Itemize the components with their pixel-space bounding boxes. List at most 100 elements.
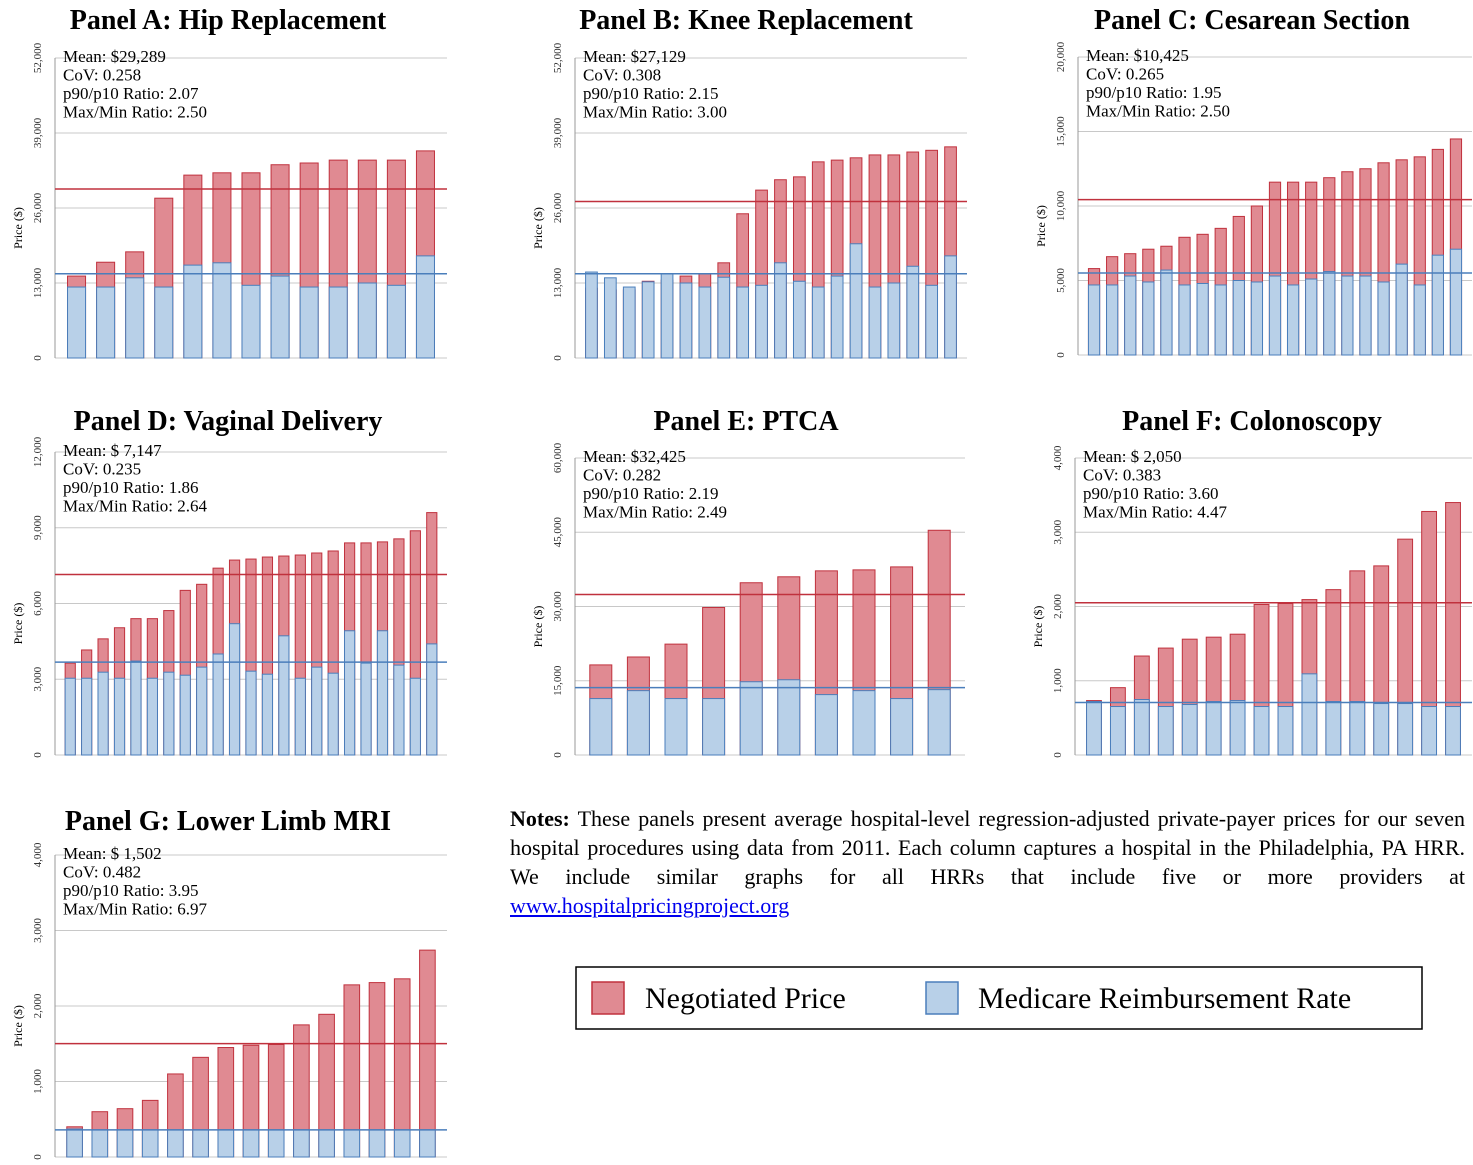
bar: [376, 630, 389, 756]
y-tick-label: 0: [552, 355, 564, 361]
bar: [1377, 281, 1390, 356]
bar: [130, 660, 142, 756]
y-tick-label: 12,000: [32, 436, 44, 467]
y-tick-label: 0: [32, 355, 44, 361]
bar: [1421, 706, 1438, 756]
bar: [64, 677, 76, 756]
y-tick-label: 5,000: [1055, 268, 1067, 293]
notes-link[interactable]: www.hospitalpricingproject.org: [510, 893, 790, 918]
y-tick-label: 10,000: [1055, 190, 1067, 221]
bar: [1359, 275, 1372, 356]
y-tick-label: 2,000: [1052, 594, 1064, 619]
bar: [409, 677, 421, 756]
y-tick-label: 2,000: [32, 993, 44, 1018]
bar: [1325, 701, 1342, 756]
stat-text: p90/p10 Ratio: 2.19: [583, 484, 719, 503]
bar: [393, 1129, 411, 1158]
stat-text: Mean: $10,425: [1086, 46, 1189, 65]
bar: [66, 1128, 83, 1158]
bar: [792, 280, 806, 359]
bar: [1086, 701, 1102, 756]
y-tick-label: 20,000: [1055, 41, 1067, 72]
bar: [887, 282, 901, 359]
stat-text: CoV: 0.482: [63, 863, 141, 882]
bar: [1449, 248, 1463, 356]
bar: [241, 284, 261, 359]
bar: [426, 643, 438, 756]
bar: [1181, 704, 1198, 756]
y-tick-label: 0: [1055, 352, 1067, 358]
bar: [67, 286, 87, 359]
bar: [1397, 703, 1414, 756]
bar: [419, 949, 436, 1158]
bar: [1431, 254, 1444, 356]
stat-text: CoV: 0.258: [63, 66, 141, 85]
bar: [626, 690, 650, 756]
panel-title: Panel G: Lower Limb MRI: [65, 806, 391, 837]
bar: [97, 671, 109, 756]
stat-text: Mean: $32,425: [583, 447, 686, 466]
bar: [167, 1129, 184, 1158]
y-tick-label: 39,000: [552, 117, 564, 148]
bar: [1268, 275, 1282, 356]
legend-swatch: [925, 981, 959, 1015]
stat-text: p90/p10 Ratio: 1.86: [63, 478, 199, 497]
bar: [1253, 706, 1270, 756]
panel: Panel A: Hip Replacement Price ($) 0 13,000…: [11, 5, 447, 361]
bar: [660, 273, 674, 359]
bar: [603, 277, 617, 359]
y-tick-label: 15,000: [552, 665, 564, 696]
bar: [698, 286, 712, 359]
bar: [925, 284, 939, 359]
stat-text: Mean: $29,289: [63, 47, 166, 66]
stat-text: p90/p10 Ratio: 2.07: [63, 84, 199, 103]
bar: [163, 671, 175, 756]
bar: [327, 672, 339, 756]
panel-title: Panel E: PTCA: [653, 406, 839, 437]
panel-title: Panel D: Vaginal Delivery: [74, 406, 383, 437]
bar: [1232, 280, 1245, 356]
y-tick-label: 3,000: [32, 666, 44, 691]
panel-title: Panel C: Cesarean Section: [1094, 5, 1410, 36]
panel-title: Panel A: Hip Replacement: [70, 5, 387, 36]
panel: Panel E: PTCA Price ($) 0 15,000 30,000 45,00…: [531, 406, 965, 758]
bar: [906, 265, 920, 359]
y-tick-label: 3,000: [32, 918, 44, 943]
bar: [1133, 699, 1150, 756]
stat-text: Mean: $ 7,147: [63, 441, 162, 460]
bar: [91, 1129, 109, 1158]
notes-label: Notes:: [510, 806, 570, 831]
stat-text: Max/Min Ratio: 2.50: [1086, 102, 1230, 121]
bar: [1196, 282, 1209, 356]
bar: [368, 1129, 386, 1158]
bar: [1250, 281, 1264, 356]
bar: [1445, 706, 1461, 756]
bar: [664, 698, 688, 756]
stat-text: p90/p10 Ratio: 1.95: [1086, 83, 1222, 102]
bar: [318, 1129, 335, 1158]
y-tick-label: 1,000: [32, 1069, 44, 1094]
bar: [1413, 284, 1426, 356]
bar: [113, 677, 126, 756]
bar: [641, 281, 655, 359]
bar: [278, 635, 290, 756]
legend-box: [575, 966, 1423, 1030]
bar: [1087, 284, 1101, 356]
bar: [702, 698, 726, 756]
y-tick-label: 0: [32, 752, 44, 758]
y-axis-label: Price ($): [1034, 205, 1048, 247]
bar: [1373, 703, 1390, 756]
y-axis-label: Price ($): [531, 606, 545, 648]
bar: [81, 677, 93, 756]
bar: [294, 677, 306, 756]
legend-label: Medicare Reimbursement Rate: [978, 982, 1351, 1015]
bar: [1301, 673, 1318, 756]
bar: [777, 679, 801, 756]
y-axis-label: Price ($): [1031, 606, 1045, 648]
y-tick-label: 3,000: [1052, 519, 1064, 544]
bar: [1205, 701, 1222, 756]
panel-title: Panel F: Colonoscopy: [1122, 406, 1382, 437]
y-tick-label: 4,000: [32, 842, 44, 867]
bar: [299, 286, 319, 359]
